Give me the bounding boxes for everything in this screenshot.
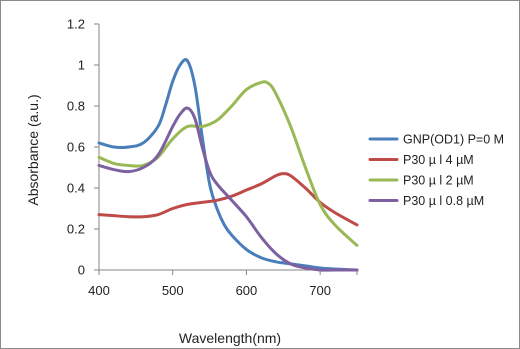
legend-label-3: P30 µ l 2 µM [403,174,474,188]
y-axis-label: Absorbance (a.u.) [25,94,41,205]
x-tick-label: 600 [236,283,258,298]
x-axis-label: Wavelength(nm) [179,330,281,346]
y-tick-label: 1.2 [67,17,85,32]
series-lines [97,58,359,272]
x-tick-label: 400 [88,283,110,298]
legend-label-4: P30 µ l 0.8 µM [403,194,484,208]
legend: GNP(OD1) P=0 M P30 µ l 4 µM P30 µ l 2 µM P3… [368,133,504,208]
y-tick-label: 0.2 [67,222,85,237]
axes: 0 0.2 0.4 0.6 0.8 1 1.2 400 500 600 700 [67,17,358,298]
y-tick-label: 0.6 [67,140,85,155]
series-line-3 [97,80,359,247]
y-tick-label: 0.4 [67,181,85,196]
y-tick-label: 0 [78,263,85,278]
legend-label-1: GNP(OD1) P=0 M [403,133,504,147]
x-tick-label: 500 [162,283,184,298]
x-tick-label: 700 [309,283,331,298]
y-tick-label: 0.8 [67,99,85,114]
legend-label-2: P30 µ l 4 µM [403,153,474,167]
y-tick-label: 1 [78,58,85,73]
series-line-4 [97,106,359,272]
series-line-2 [97,172,359,227]
